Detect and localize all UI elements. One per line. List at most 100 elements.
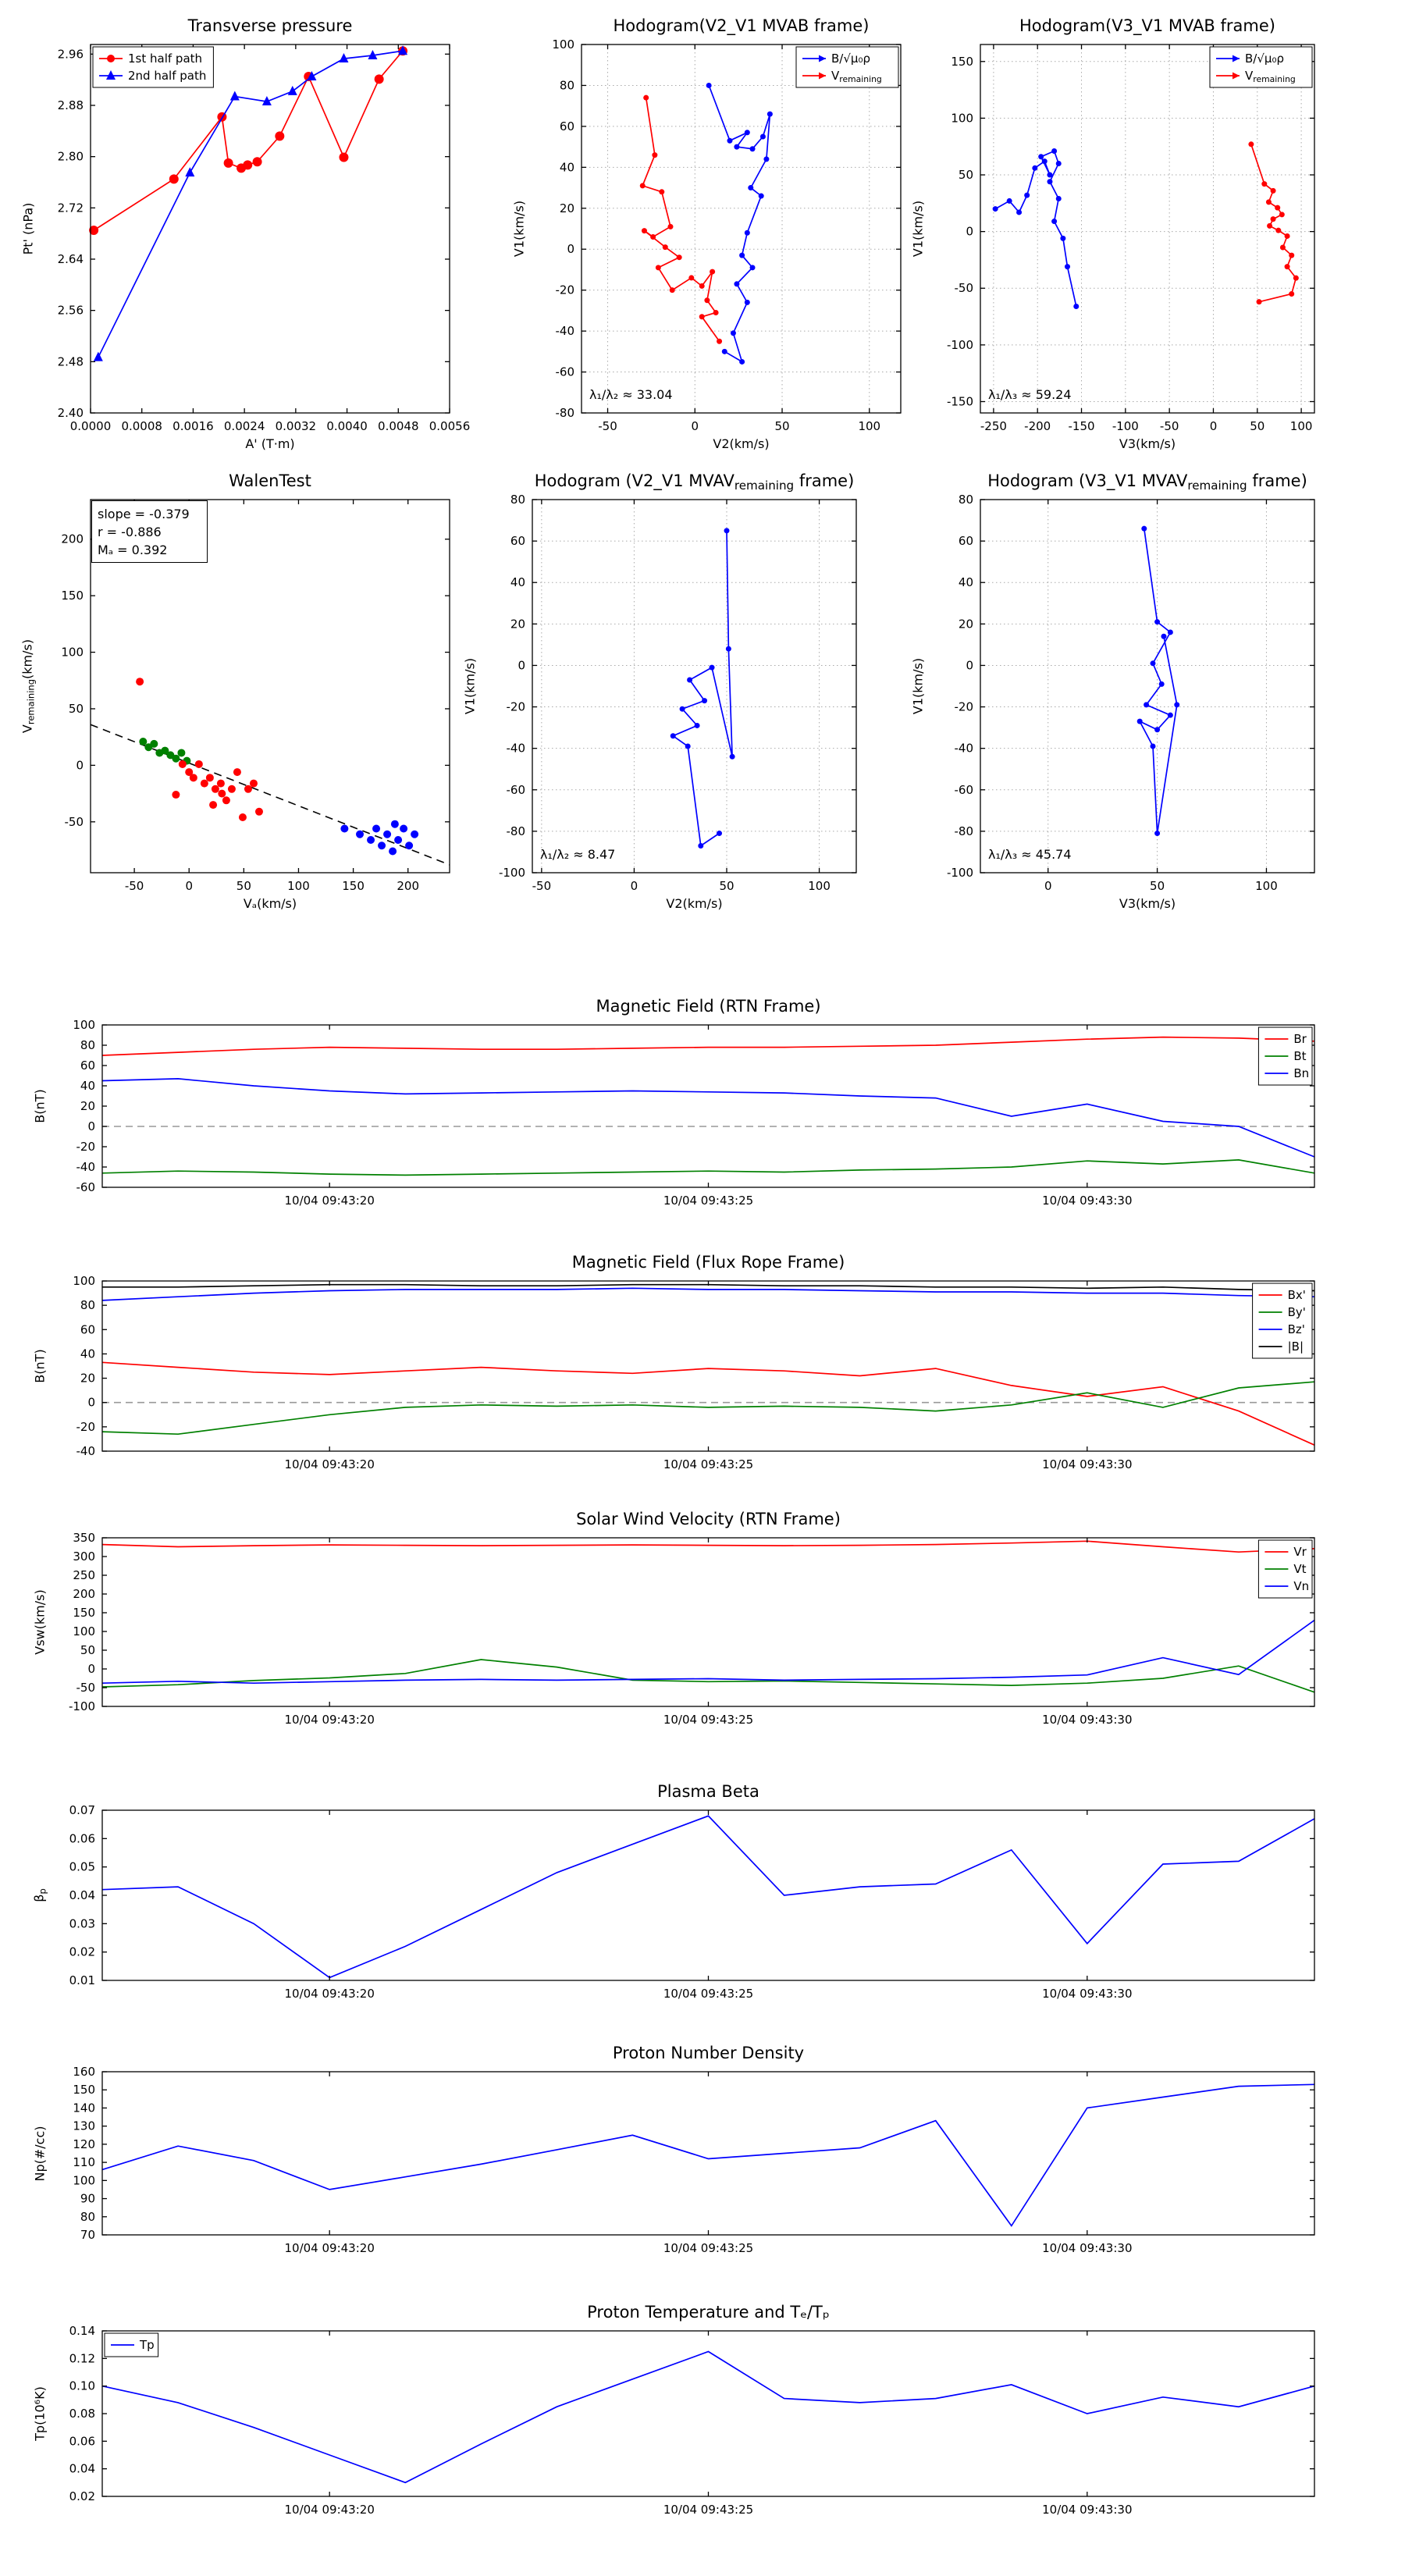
x-tick-label: 50 — [1250, 419, 1264, 433]
series-beta — [101, 1815, 1315, 1979]
legend-label: Bz' — [1288, 1322, 1305, 1336]
legend-label: B/√μ₀ρ — [1245, 52, 1284, 66]
axes-frame — [101, 1024, 1315, 1188]
y-tick-label: -20 — [76, 1140, 96, 1154]
y-tick-label: 0.07 — [69, 1803, 95, 1817]
y-tick-label: 200 — [73, 1587, 95, 1601]
x-tick-label: 50 — [774, 419, 789, 433]
x-tick-label: 0.0008 — [121, 419, 162, 433]
x-tick-label: 0 — [631, 879, 638, 893]
x-tick-label: 10/04 09:43:25 — [663, 1713, 753, 1727]
stats-box: slope = -0.379 r = -0.886 Mₐ = 0.392 — [91, 500, 208, 563]
y-tick-label: 0 — [567, 242, 574, 256]
legend-label: |B| — [1288, 1340, 1304, 1354]
axes-frame — [101, 2071, 1315, 2236]
y-tick-label: 0.02 — [69, 2489, 95, 2503]
y-tick-label: -40 — [955, 742, 974, 756]
y-axis-label: Tp(10⁶K) — [32, 2386, 48, 2441]
y-tick-label: 2.64 — [58, 252, 84, 266]
y-tick-label: 80 — [560, 78, 574, 92]
series-Np — [101, 2083, 1315, 2227]
y-tick-label: 0 — [76, 758, 84, 772]
y-tick-label: -50 — [76, 1681, 96, 1695]
y-tick-label: -20 — [955, 700, 974, 714]
chart-title: Hodogram(V3_V1 MVAB frame) — [1019, 16, 1275, 35]
y-tick-label: 20 — [80, 1099, 95, 1113]
axes-frame — [980, 44, 1315, 414]
legend-label: Vremaining — [1245, 69, 1296, 84]
stats-line: Mₐ = 0.392 — [98, 543, 167, 557]
y-tick-label: 40 — [80, 1347, 95, 1361]
x-tick-label: 0.0000 — [70, 419, 112, 433]
x-tick-label: 100 — [808, 879, 831, 893]
x-axis-label: V2(km/s) — [713, 436, 770, 451]
y-tick-label: -40 — [507, 742, 526, 756]
chart-title: Proton Temperature and Tₑ/Tₚ — [587, 2303, 830, 2322]
series-B-over-sqrt-mu0-rho — [706, 82, 773, 365]
x-tick-label: 0.0040 — [326, 419, 368, 433]
x-tick-label: 10/04 09:43:20 — [285, 2241, 375, 2255]
series-By-prime — [101, 1381, 1315, 1436]
y-tick-label: 0 — [87, 1662, 95, 1676]
y-tick-label: 150 — [951, 55, 973, 69]
legend-marker-circle — [107, 55, 115, 62]
legend-label: B/√μ₀ρ — [831, 52, 870, 66]
x-tick-label: 10/04 09:43:30 — [1042, 1987, 1132, 2001]
panel-hodogram-v3v1-mvav: Hodogram (V3_V1 MVAVremaining frame) V1(… — [911, 471, 1315, 911]
chart-title: Hodogram (V2_V1 MVAVremaining frame) — [534, 471, 855, 493]
x-tick-label: 100 — [1290, 419, 1313, 433]
y-tick-label: 300 — [73, 1550, 95, 1564]
y-tick-label: -100 — [499, 866, 525, 880]
chart-title: Plasma Beta — [657, 1782, 759, 1801]
x-axis-label: V3(km/s) — [1119, 896, 1176, 911]
series-V-remaining — [639, 94, 723, 344]
legend: Tp — [104, 2332, 159, 2357]
y-tick-label: -20 — [76, 1420, 96, 1434]
y-tick-label: 40 — [560, 160, 574, 174]
y-tick-label: 150 — [73, 2083, 95, 2097]
x-tick-label: 0 — [1210, 419, 1218, 433]
x-tick-label: 10/04 09:43:30 — [1042, 1194, 1132, 1208]
x-tick-label: 10/04 09:43:20 — [285, 2503, 375, 2517]
x-tick-label: 10/04 09:43:25 — [663, 2503, 753, 2517]
y-axis-label: V1(km/s) — [910, 200, 926, 258]
x-tick-label: 10/04 09:43:30 — [1042, 2241, 1132, 2255]
x-tick-label: 0.0016 — [173, 419, 214, 433]
x-tick-label: -50 — [1160, 419, 1179, 433]
y-axis-label: V1(km/s) — [511, 200, 527, 258]
x-tick-label: 10/04 09:43:30 — [1042, 2503, 1132, 2517]
y-tick-label: 60 — [510, 534, 525, 548]
axes-frame — [581, 44, 902, 414]
series-V-remaining — [1248, 141, 1299, 305]
y-tick-label: -100 — [69, 1699, 95, 1713]
x-tick-label: -150 — [1069, 419, 1095, 433]
x-tick-label: 10/04 09:43:25 — [663, 1194, 753, 1208]
panel-magnetic-field-rtn: Magnetic Field (RTN Frame) B(nT) 10/04 0… — [33, 997, 1315, 1208]
panel-hodogram-v2v1-mvab: Hodogram(V2_V1 MVAB frame) V1(km/s) V2(k… — [512, 16, 902, 451]
legend-label: Bt — [1293, 1049, 1306, 1063]
y-tick-label: 350 — [73, 1531, 95, 1545]
series-mid-points — [139, 737, 191, 765]
solar-wind-velocity-plot: 10/04 09:43:20 10/04 09:43:25 10/04 09:43:… — [69, 1531, 1315, 1727]
proton-temperature-plot: 10/04 09:43:20 10/04 09:43:25 10/04 09:43:… — [69, 2324, 1315, 2517]
legend: 1st half path 2nd half path — [92, 46, 214, 88]
y-tick-label: 110 — [73, 2155, 95, 2169]
legend-label: Vr — [1293, 1545, 1307, 1559]
legend-label: Br — [1293, 1032, 1307, 1046]
y-axis-label: B(nT) — [32, 1349, 48, 1383]
magnetic-field-fluxrope-plot: 10/04 09:43:20 10/04 09:43:25 10/04 09:43:… — [73, 1274, 1315, 1471]
y-tick-label: -50 — [955, 281, 974, 295]
y-tick-label: 0 — [518, 658, 525, 672]
series-first-points — [136, 678, 263, 822]
axes-frame — [101, 2330, 1315, 2497]
y-tick-label: 100 — [951, 111, 973, 125]
y-tick-label: 80 — [80, 2210, 95, 2224]
y-tick-label: 0.01 — [69, 1973, 95, 1987]
y-tick-label: 50 — [69, 702, 84, 716]
legend: Br Bt Bn — [1257, 1026, 1313, 1086]
x-tick-label: -50 — [125, 879, 144, 893]
x-axis-label: V2(km/s) — [666, 896, 723, 911]
x-tick-label: 10/04 09:43:25 — [663, 1457, 753, 1471]
y-tick-label: 0.04 — [69, 1888, 95, 1902]
